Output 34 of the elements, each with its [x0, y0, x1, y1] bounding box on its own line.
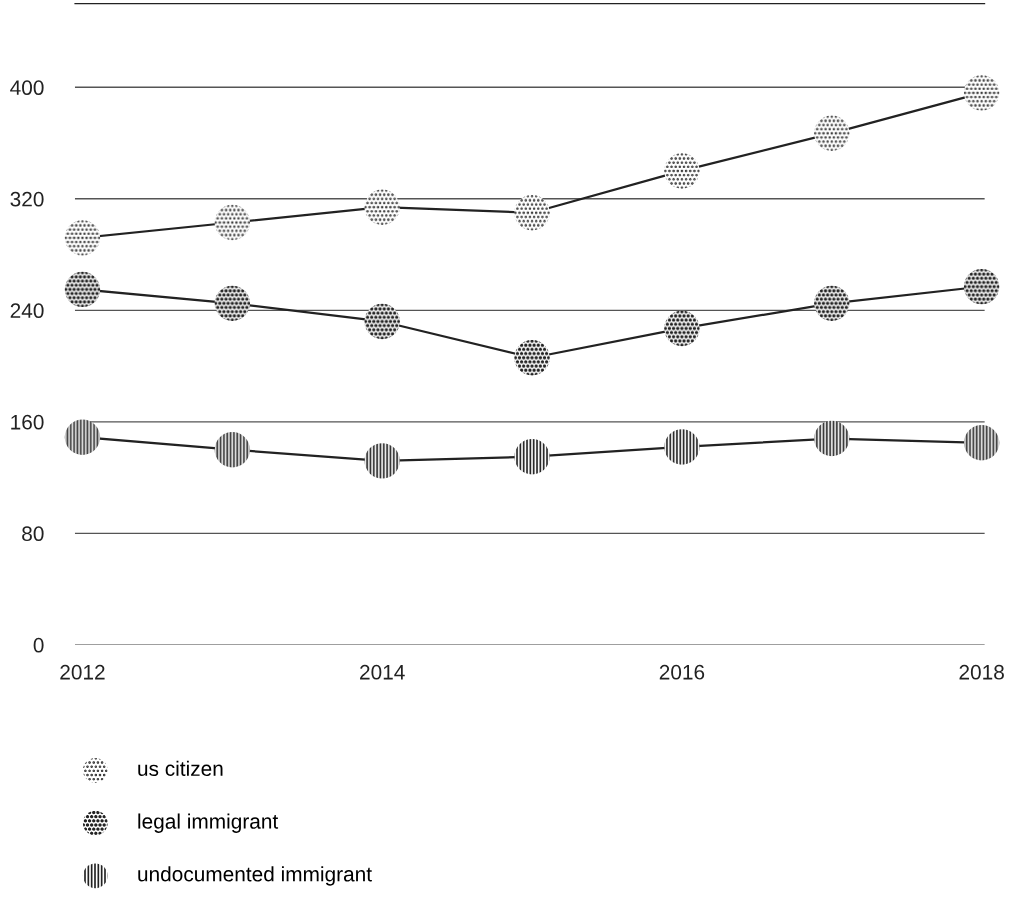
legend-label: us citizen	[138, 760, 223, 777]
y-tick-label: 160	[11, 414, 44, 430]
point	[814, 420, 850, 457]
point	[364, 303, 400, 340]
point	[963, 268, 1000, 305]
point	[214, 204, 251, 241]
point	[514, 195, 550, 231]
point	[214, 285, 251, 322]
point	[814, 285, 850, 322]
x-tick-label: 2014	[360, 664, 405, 680]
point	[963, 75, 1000, 111]
point	[514, 438, 550, 475]
y-tick-label: 80	[22, 526, 44, 542]
point	[514, 340, 550, 376]
point	[814, 115, 850, 151]
y-tick-label: 240	[10, 303, 44, 319]
point	[664, 153, 700, 189]
point	[64, 419, 101, 455]
legend-label: legal immigrant	[138, 813, 279, 833]
legend-label: undocumented immigrant	[138, 866, 372, 886]
y-tick-label: 0	[33, 637, 44, 653]
point	[364, 443, 400, 479]
point	[364, 189, 400, 225]
x-tick-label: 2018	[959, 664, 1004, 680]
x-tick-label: 2012	[60, 664, 105, 680]
y-tick-label: 320	[10, 191, 44, 207]
y-tick-label: 400	[10, 80, 44, 96]
point	[64, 220, 101, 256]
point	[664, 429, 700, 465]
x-tick-label: 2016	[659, 664, 705, 680]
point	[664, 310, 700, 347]
point	[64, 271, 101, 308]
point	[214, 432, 251, 468]
point	[963, 425, 1000, 461]
